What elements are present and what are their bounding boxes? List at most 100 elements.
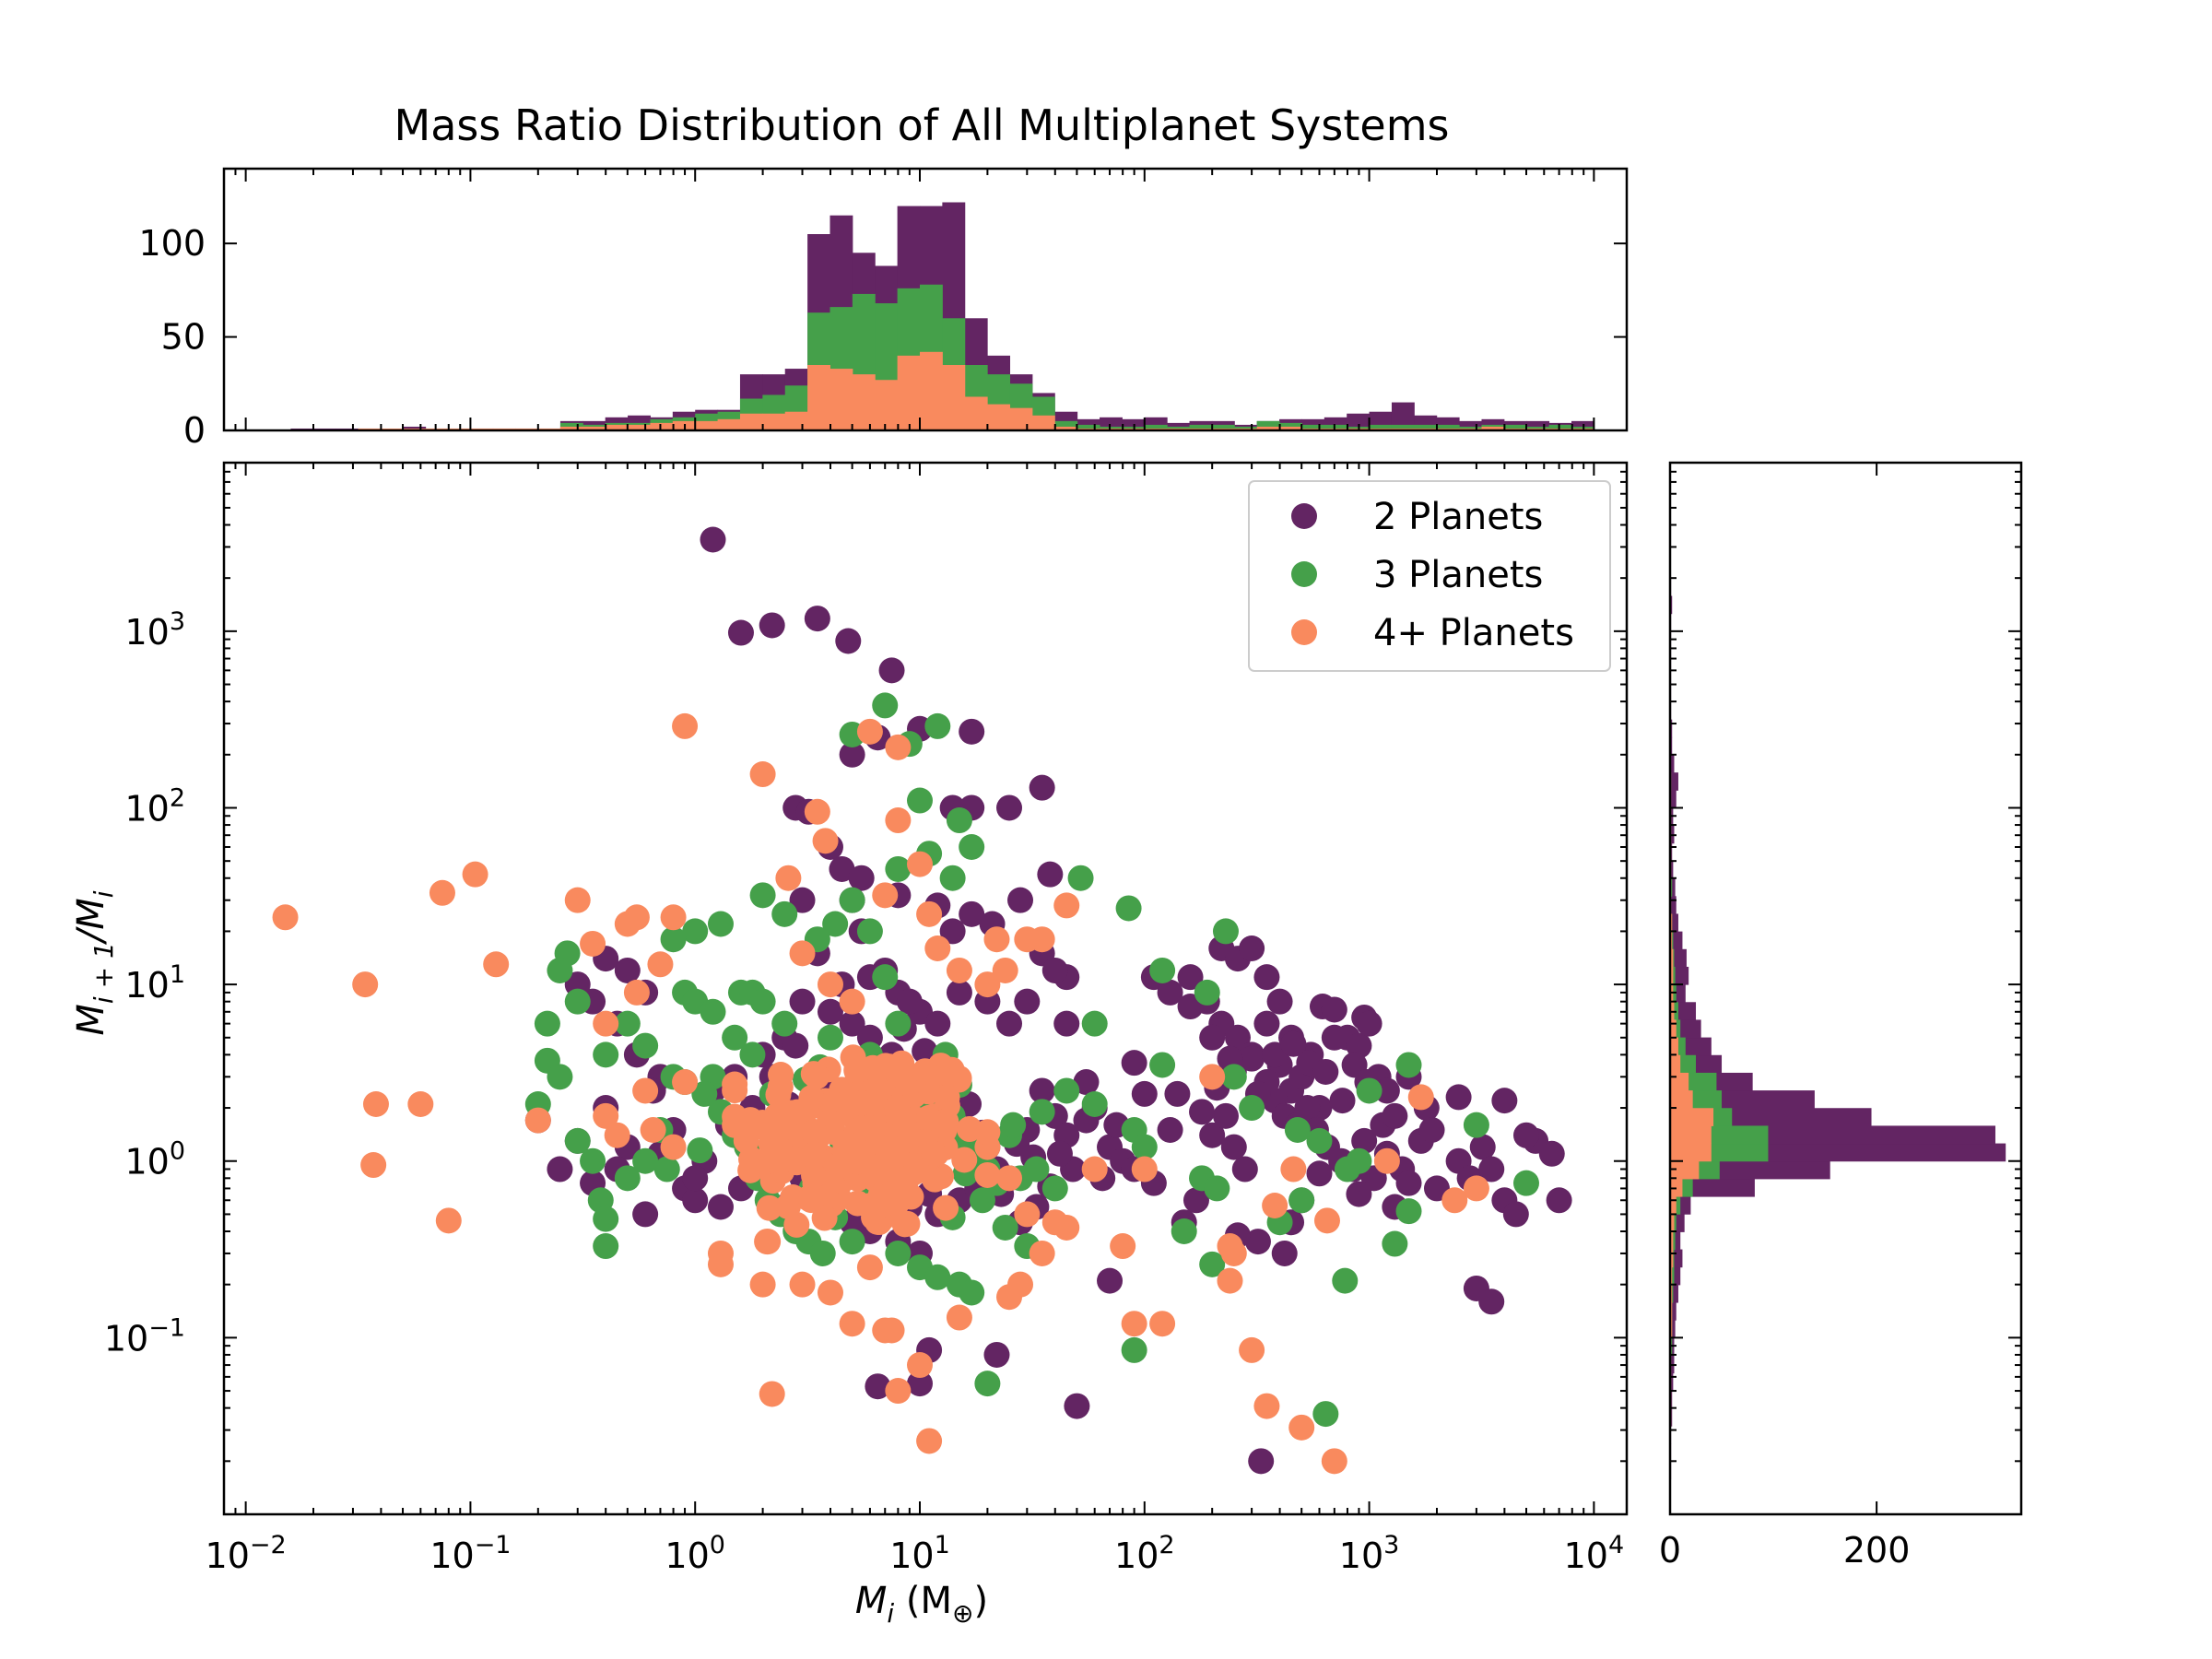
data-point xyxy=(885,807,912,834)
data-point xyxy=(1329,1088,1356,1114)
data-point xyxy=(782,1032,809,1059)
hist-bar xyxy=(1670,1284,1678,1303)
data-point xyxy=(974,971,1001,998)
data-point xyxy=(1346,1181,1372,1207)
y-tick-label: 103 xyxy=(124,607,185,653)
hist-bar xyxy=(897,355,921,430)
hist-bar xyxy=(852,374,876,430)
hist-bar xyxy=(1301,424,1325,430)
hist-bar xyxy=(762,413,786,430)
data-point xyxy=(775,865,802,891)
data-point xyxy=(789,988,816,1015)
data-point xyxy=(1418,1116,1445,1143)
data-point xyxy=(896,988,923,1015)
data-point xyxy=(797,1187,824,1214)
data-point xyxy=(1023,1156,1050,1182)
data-point xyxy=(682,918,709,945)
data-point xyxy=(1321,1448,1347,1475)
data-point xyxy=(1220,1134,1247,1160)
data-point xyxy=(809,1240,836,1266)
data-point xyxy=(614,1165,641,1192)
data-point xyxy=(835,628,862,654)
hist-bar xyxy=(1256,420,1280,430)
data-point xyxy=(1041,1209,1068,1236)
data-point xyxy=(1204,1175,1230,1202)
data-point xyxy=(1382,1230,1408,1257)
data-point xyxy=(1266,988,1293,1015)
data-point xyxy=(907,1352,934,1379)
data-point xyxy=(1288,1414,1315,1441)
y-tick-label: 100 xyxy=(124,1137,185,1182)
data-point xyxy=(407,1090,434,1117)
data-point xyxy=(1356,1077,1382,1104)
data-point xyxy=(856,1254,883,1281)
data-point xyxy=(1149,957,1176,983)
scatter-frame xyxy=(222,461,1629,1516)
data-point xyxy=(564,887,591,913)
data-point xyxy=(839,1010,865,1037)
hist-bar xyxy=(1670,1037,1678,1056)
data-point xyxy=(817,1024,843,1051)
hist-bar xyxy=(628,424,651,430)
hist-bar xyxy=(1369,424,1393,430)
data-point xyxy=(939,865,966,891)
data-point xyxy=(1053,1010,1080,1037)
hist-bar xyxy=(1436,424,1460,430)
hist-bar xyxy=(1670,1231,1681,1251)
data-point xyxy=(924,1010,951,1037)
hist-bar xyxy=(1548,424,1572,430)
data-point xyxy=(1177,964,1204,991)
data-point xyxy=(801,1119,828,1146)
hist-bar xyxy=(1279,426,1302,430)
right-histogram: 0 200 xyxy=(1659,461,2023,1571)
data-point xyxy=(872,882,899,909)
hist-bar xyxy=(987,404,1011,430)
data-point xyxy=(1248,1448,1275,1475)
data-point xyxy=(700,998,726,1025)
data-point xyxy=(839,1311,865,1337)
data-point xyxy=(924,1264,951,1290)
data-point xyxy=(632,1147,659,1174)
hist-bar xyxy=(1670,1019,1677,1039)
hist-bar xyxy=(1670,1266,1681,1286)
legend-label: 4+ Planets xyxy=(1373,612,1574,654)
right-hist-frame xyxy=(1668,461,2023,1516)
data-point xyxy=(974,1371,1001,1397)
data-point xyxy=(604,1122,630,1148)
data-point xyxy=(1356,1010,1382,1037)
data-point xyxy=(707,1194,734,1220)
hist-bar xyxy=(1503,424,1527,430)
x-tick-label: 10−2 xyxy=(206,1531,287,1576)
data-point xyxy=(1131,1156,1158,1182)
data-point xyxy=(547,1064,573,1090)
data-point xyxy=(1029,1240,1055,1266)
data-point xyxy=(804,798,830,825)
data-point xyxy=(1073,1069,1100,1096)
data-point xyxy=(739,1041,766,1068)
data-point xyxy=(1294,1095,1321,1122)
data-point xyxy=(1121,1336,1147,1363)
data-point xyxy=(856,1193,883,1219)
data-point xyxy=(946,957,972,983)
data-point xyxy=(765,1081,792,1108)
data-point xyxy=(593,1102,619,1129)
data-point xyxy=(1395,1052,1422,1078)
data-point xyxy=(660,1134,687,1160)
data-point xyxy=(1220,1240,1247,1266)
data-point xyxy=(801,1162,828,1189)
data-point xyxy=(1346,1032,1372,1059)
data-point xyxy=(885,855,912,882)
data-point xyxy=(1067,865,1094,891)
data-point xyxy=(804,1064,830,1090)
top-hist-frame xyxy=(222,167,1629,432)
hist-bar xyxy=(739,413,763,430)
hist-bar xyxy=(1670,860,1674,879)
data-point xyxy=(1271,1240,1298,1266)
data-point xyxy=(564,1127,591,1154)
data-point xyxy=(759,1381,785,1407)
data-point xyxy=(969,1187,995,1214)
data-point xyxy=(691,1080,718,1107)
data-point xyxy=(1199,1251,1226,1277)
right-hist-background xyxy=(1670,463,2021,1514)
